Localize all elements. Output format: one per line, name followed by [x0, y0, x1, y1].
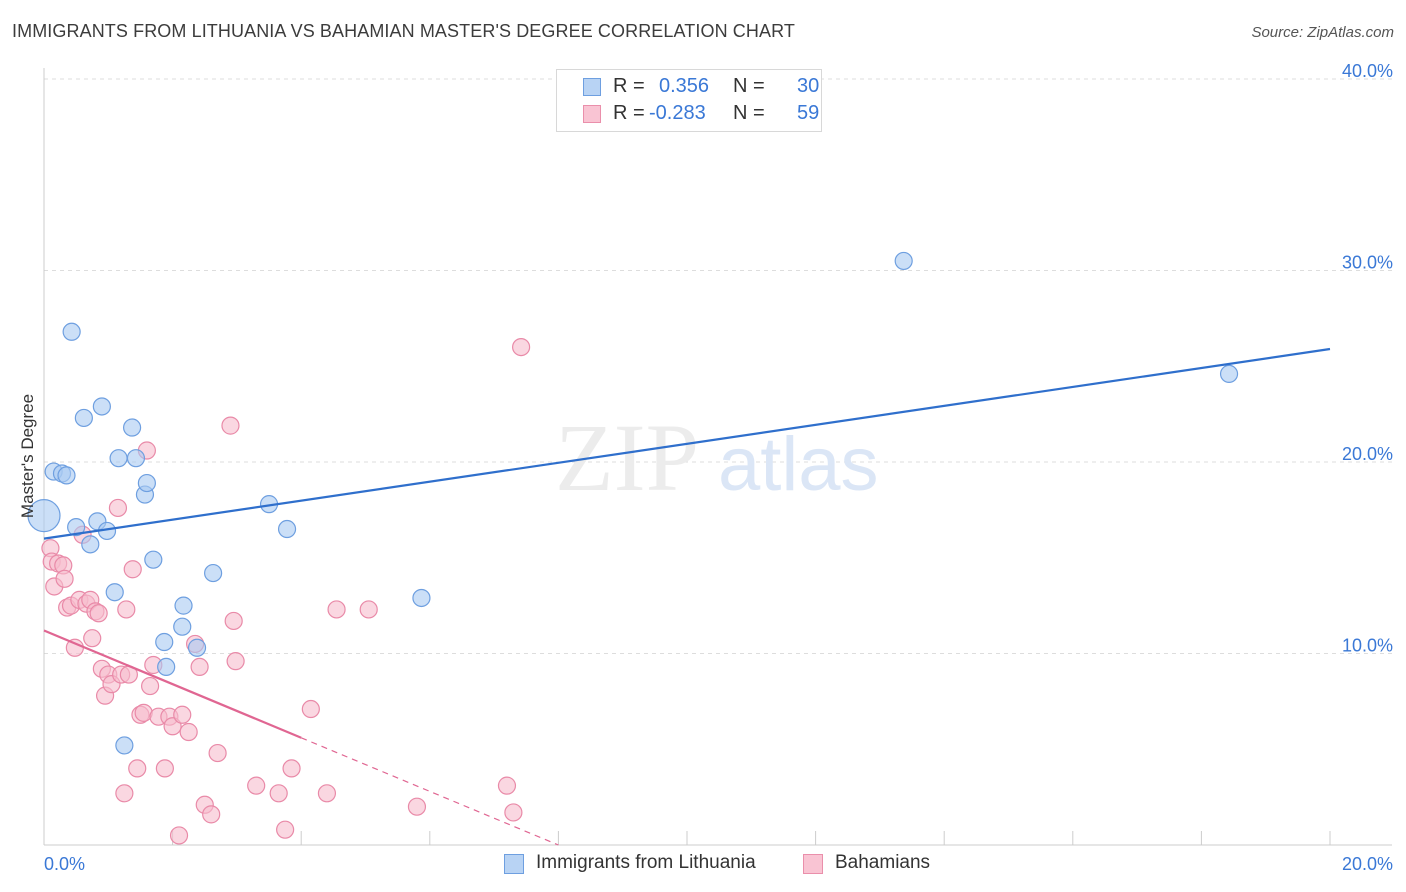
bahamians-point [173, 705, 192, 724]
legend-label-lithuania: Immigrants from Lithuania [536, 852, 756, 873]
x-tick-label-max: 20.0% [1342, 854, 1393, 874]
bahamians-point [83, 629, 102, 648]
lithuania-point [157, 657, 176, 677]
lithuania-point [81, 535, 100, 554]
bahamians-point [327, 600, 346, 619]
trend-line-lithuania [43, 347, 1331, 540]
bahamians-point [226, 652, 245, 671]
lithuania-point [122, 418, 142, 437]
bahamians-point [497, 776, 517, 795]
bahamians-point [504, 803, 523, 822]
trend-line-bahamians-extrapolated [300, 737, 559, 846]
lithuania-point [92, 397, 111, 416]
y-tick-label-40: 40.0% [1342, 61, 1393, 81]
bahamians-point [117, 600, 136, 619]
bahamians-point [221, 416, 240, 435]
lithuania-point [204, 563, 223, 583]
y-axis-title: Master's Degree [18, 393, 37, 519]
bahamians-point [208, 743, 227, 763]
watermark: ZIP atlas [555, 404, 879, 511]
bahamians-point [123, 560, 142, 579]
correlation-legend: R = 0.356 N = 30 R = -0.283 N = 59 [556, 69, 822, 132]
lithuania-point [57, 466, 76, 485]
trend-lines [43, 347, 1331, 846]
bahamians-point [155, 759, 174, 778]
lithuania-point [174, 596, 193, 615]
x-tick-label-min: 0.0% [44, 854, 85, 874]
bahamians-point [115, 784, 134, 803]
bahamians-point [169, 826, 189, 845]
bahamians-point [247, 776, 266, 795]
bahamians-point [179, 722, 198, 742]
bahamians-point [282, 759, 301, 778]
bahamians-point [190, 657, 209, 677]
source-label: Source: ZipAtlas.com [1251, 24, 1394, 41]
bahamians-point [359, 600, 378, 619]
lithuania-point [187, 638, 207, 657]
lithuania-point [894, 251, 913, 271]
lithuania-point [1219, 364, 1239, 384]
legend-swatch-blue [504, 854, 524, 874]
legend-r-value-lithuania: 0.356 [659, 75, 710, 97]
lithuania-point [109, 449, 128, 468]
lithuania-point [137, 473, 156, 493]
lithuania-point [27, 499, 61, 533]
trend-line-bahamians [43, 629, 302, 739]
bahamians-point [108, 498, 128, 518]
legend-swatch-blue [583, 78, 601, 96]
legend-swatch-pink [583, 105, 601, 123]
legend-n-label: N = [733, 75, 765, 97]
lithuania-point [412, 588, 431, 608]
legend-r-label: R = [613, 102, 645, 124]
bahamians-point [55, 569, 74, 588]
legend-r-label: R = [613, 75, 645, 97]
bahamians-point [89, 604, 108, 623]
y-tick-labels: 10.0% 20.0% 30.0% 40.0% [1342, 61, 1393, 656]
bahamians-point [202, 805, 221, 824]
bahamians-point [301, 699, 320, 719]
legend-n-label: N = [733, 102, 765, 124]
bahamians-point [317, 784, 337, 803]
legend-n-value-bahamians: 59 [797, 102, 820, 124]
series-legend: Immigrants from Lithuania Bahamians [0, 852, 1406, 878]
series-bahamians [41, 338, 531, 845]
legend-swatch-pink [803, 854, 823, 874]
lithuania-point [144, 550, 163, 569]
gridlines [44, 78, 1392, 654]
series-lithuania [27, 251, 1239, 755]
legend-r-value-bahamians: -0.283 [649, 102, 706, 124]
lithuania-point [105, 583, 124, 602]
bahamians-point [407, 797, 427, 816]
lithuania-point [277, 519, 297, 539]
lithuania-point [67, 518, 86, 537]
lithuania-point [126, 449, 146, 468]
lithuania-point [115, 736, 134, 755]
lithuania-point [74, 408, 93, 428]
bahamians-point [512, 338, 531, 357]
lithuania-point [173, 617, 192, 636]
y-tick-label-30: 30.0% [1342, 253, 1393, 273]
bahamians-point [224, 611, 243, 631]
bahamians-point [128, 759, 147, 778]
chart-title: IMMIGRANTS FROM LITHUANIA VS BAHAMIAN MA… [12, 21, 795, 41]
y-tick-label-20: 20.0% [1342, 444, 1393, 464]
x-tick-labels: 0.0% 20.0% [44, 854, 1393, 874]
bahamians-point [276, 820, 295, 839]
bahamians-point [140, 676, 160, 696]
legend-n-value-lithuania: 30 [797, 75, 820, 97]
watermark-zip: ZIP [555, 404, 699, 511]
lithuania-point [155, 632, 174, 652]
lithuania-point [62, 322, 81, 341]
legend-label-bahamians: Bahamians [835, 852, 931, 873]
bahamians-point [269, 784, 288, 803]
y-tick-label-10: 10.0% [1342, 636, 1393, 656]
